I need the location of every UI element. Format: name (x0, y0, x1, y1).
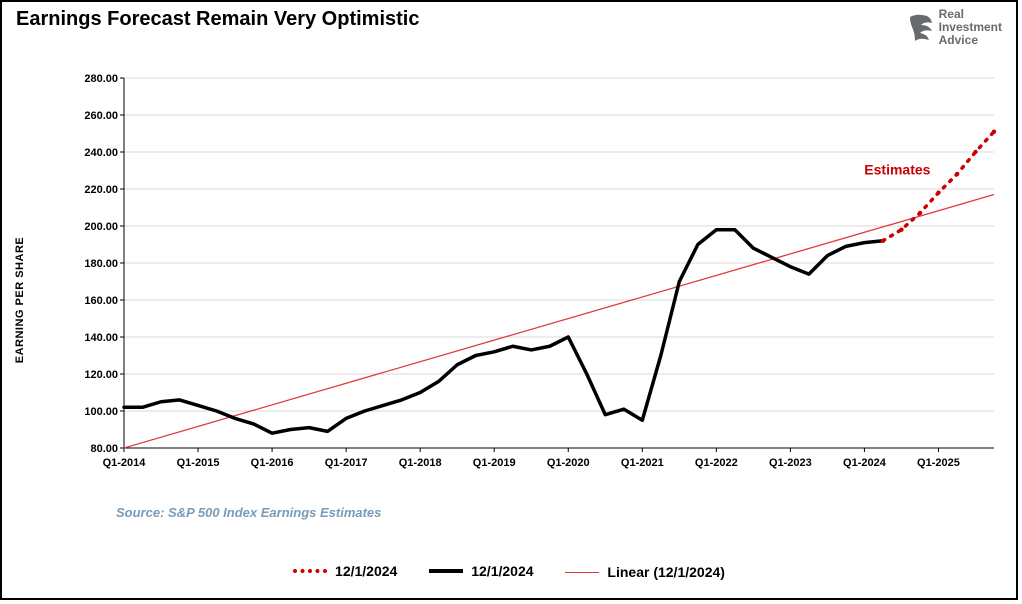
svg-text:240.00: 240.00 (84, 147, 118, 159)
source-attribution: Source: S&P 500 Index Earnings Estimates (116, 505, 381, 520)
svg-text:Q1-2020: Q1-2020 (547, 457, 590, 469)
chart-frame: Earnings Forecast Remain Very Optimistic… (0, 0, 1018, 600)
legend-item-actual: 12/1/2024 (429, 563, 533, 579)
svg-text:Estimates: Estimates (864, 162, 930, 178)
svg-text:100.00: 100.00 (84, 406, 118, 418)
svg-text:220.00: 220.00 (84, 184, 118, 196)
svg-text:Q1-2021: Q1-2021 (621, 457, 664, 469)
svg-text:Q1-2019: Q1-2019 (473, 457, 516, 469)
legend-item-trend: Linear (12/1/2024) (565, 564, 725, 580)
legend-label-0: 12/1/2024 (335, 563, 397, 579)
legend-label-1: 12/1/2024 (471, 563, 533, 579)
legend-swatch-dotted (293, 569, 327, 573)
svg-text:Q1-2025: Q1-2025 (917, 457, 960, 469)
y-axis-label: EARNING PER SHARE (14, 237, 26, 363)
svg-text:140.00: 140.00 (84, 332, 118, 344)
svg-text:200.00: 200.00 (84, 221, 118, 233)
svg-text:Q1-2024: Q1-2024 (843, 457, 887, 469)
svg-text:120.00: 120.00 (84, 369, 118, 381)
svg-text:Q1-2023: Q1-2023 (769, 457, 812, 469)
svg-text:280.00: 280.00 (84, 73, 118, 85)
legend: 12/1/2024 12/1/2024 Linear (12/1/2024) (2, 560, 1016, 581)
svg-text:Q1-2016: Q1-2016 (251, 457, 294, 469)
svg-text:180.00: 180.00 (84, 258, 118, 270)
svg-text:Q1-2017: Q1-2017 (325, 457, 368, 469)
svg-text:80.00: 80.00 (90, 443, 118, 455)
brand-logo: Real Investment Advice (907, 8, 1002, 48)
svg-text:260.00: 260.00 (84, 110, 118, 122)
legend-label-2: Linear (12/1/2024) (607, 564, 725, 580)
legend-swatch-solid (429, 569, 463, 573)
eagle-icon (907, 13, 933, 43)
svg-text:Q1-2018: Q1-2018 (399, 457, 442, 469)
chart-title: Earnings Forecast Remain Very Optimistic (16, 8, 419, 31)
legend-item-forecast: 12/1/2024 (293, 563, 397, 579)
svg-text:Q1-2014: Q1-2014 (103, 457, 147, 469)
logo-line3: Advice (939, 34, 1002, 47)
svg-text:Q1-2022: Q1-2022 (695, 457, 738, 469)
plot-area: 80.00 100.00 120.00 140.00 160.00 180.00 200.0… (72, 72, 1000, 478)
svg-text:Q1-2015: Q1-2015 (177, 457, 220, 469)
svg-text:160.00: 160.00 (84, 295, 118, 307)
legend-swatch-thin (565, 572, 599, 573)
